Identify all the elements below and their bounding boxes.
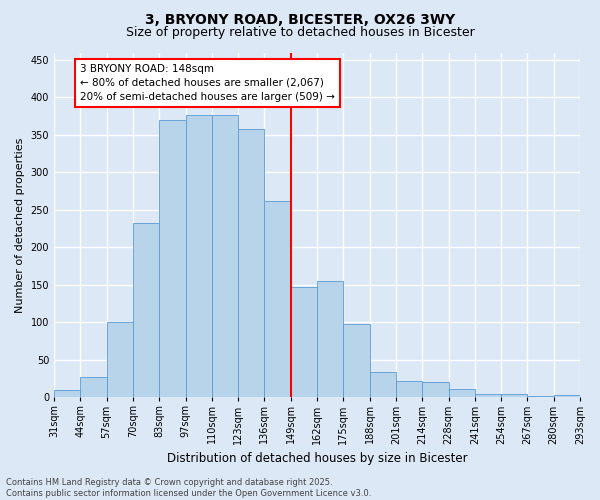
Text: Contains HM Land Registry data © Crown copyright and database right 2025.
Contai: Contains HM Land Registry data © Crown c…	[6, 478, 371, 498]
Bar	[107, 322, 133, 398]
Bar	[554, 395, 580, 398]
Bar	[185, 116, 212, 398]
Bar	[238, 129, 265, 398]
Bar	[265, 201, 291, 398]
Bar	[291, 287, 317, 398]
Bar	[475, 394, 501, 398]
Bar	[159, 120, 185, 398]
Bar	[343, 324, 370, 398]
X-axis label: Distribution of detached houses by size in Bicester: Distribution of detached houses by size …	[167, 452, 467, 465]
Bar	[54, 390, 80, 398]
Text: 3 BRYONY ROAD: 148sqm
← 80% of detached houses are smaller (2,067)
20% of semi-d: 3 BRYONY ROAD: 148sqm ← 80% of detached …	[80, 64, 335, 102]
Bar	[449, 389, 475, 398]
Bar	[370, 372, 396, 398]
Text: Size of property relative to detached houses in Bicester: Size of property relative to detached ho…	[125, 26, 475, 39]
Y-axis label: Number of detached properties: Number of detached properties	[15, 137, 25, 312]
Bar	[422, 382, 449, 398]
Bar	[212, 116, 238, 398]
Bar	[501, 394, 527, 398]
Bar	[317, 281, 343, 398]
Bar	[133, 224, 159, 398]
Bar	[396, 381, 422, 398]
Bar	[80, 377, 107, 398]
Bar	[527, 396, 554, 398]
Text: 3, BRYONY ROAD, BICESTER, OX26 3WY: 3, BRYONY ROAD, BICESTER, OX26 3WY	[145, 12, 455, 26]
